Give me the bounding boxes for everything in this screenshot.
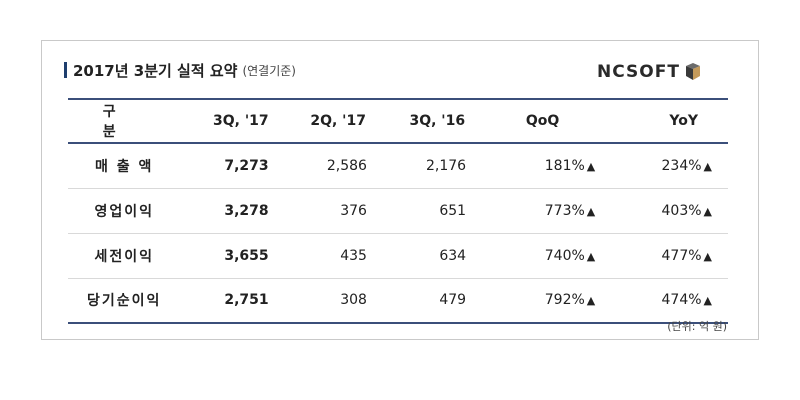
row-label: 영업이익 [94,203,154,220]
qoq-value: 773% [544,202,585,219]
up-arrow-icon: ▲ [703,159,712,173]
up-arrow-icon: ▲ [586,294,596,308]
cell-qoq: 740% ▲ [466,233,596,278]
results-table: 구 분 3Q, '17 2Q, '17 3Q, '16 QoQ YoY 매 출 … [68,98,728,324]
unit-note: (단위: 억 원) [667,320,727,333]
cell-2q17: 308 [340,292,367,309]
yoy-value: 234% [661,157,702,174]
up-arrow-icon: ▲ [586,159,596,173]
cell-qoq: 181% ▲ [466,143,596,188]
cell-3q16: 2,176 [425,157,467,174]
up-arrow-icon: ▲ [703,294,712,308]
qoq-value: 792% [544,292,585,309]
up-arrow-icon: ▲ [703,249,712,263]
cell-qoq: 792% ▲ [466,278,596,323]
row-label: 당기순이익 [87,293,162,310]
col-header-yoy: YoY [595,98,728,144]
cell-yoy: 234% ▲ [595,143,728,188]
logo-text: NCSOFT [597,62,680,82]
ncsoft-logo: NCSOFT [597,62,702,82]
cell-3q17: 3,278 [224,202,269,219]
page-title: 2017년 3분기 실적 요약 [73,61,238,80]
table-row-net-income: 당기순이익 2,751 308 479 792% ▲ 474% ▲ [68,278,728,323]
qoq-value: 740% [544,247,585,264]
summary-card [41,40,759,340]
page-subtitle: (연결기준) [242,63,296,78]
table-row-revenue: 매 출 액 7,273 2,586 2,176 181% ▲ 234% ▲ [68,143,728,188]
col-header-2q17: 2Q, '17 [268,98,367,144]
cell-qoq: 773% ▲ [466,188,596,233]
logo-cube-icon [685,63,700,80]
cell-2q17: 2,586 [326,157,367,174]
title-accent-bar [64,62,67,78]
cell-3q16: 634 [439,247,467,264]
col-header-3q17: 3Q, '17 [180,98,269,144]
title-bar: 2017년 3분기 실적 요약 (연결기준) [64,60,296,80]
yoy-value: 403% [661,202,702,219]
yoy-value: 474% [661,292,702,309]
qoq-value: 181% [544,157,585,174]
cell-3q17: 2,751 [224,292,269,309]
cell-3q17: 7,273 [224,157,269,174]
cell-2q17: 376 [340,202,367,219]
yoy-value: 477% [661,247,702,264]
table-header-row: 구 분 3Q, '17 2Q, '17 3Q, '16 QoQ YoY [68,98,728,144]
cell-yoy: 403% ▲ [595,188,728,233]
table-row-operating-profit: 영업이익 3,278 376 651 773% ▲ 403% ▲ [68,188,728,233]
cell-3q17: 3,655 [224,247,269,264]
up-arrow-icon: ▲ [586,204,596,218]
cell-yoy: 477% ▲ [595,233,728,278]
cell-2q17: 435 [340,247,367,264]
col-header-3q16: 3Q, '16 [366,98,467,144]
row-label: 세전이익 [94,248,154,265]
cell-yoy: 474% ▲ [595,278,728,323]
up-arrow-icon: ▲ [703,204,712,218]
table-row-pretax-income: 세전이익 3,655 435 634 740% ▲ 477% ▲ [68,233,728,278]
col-header-qoq: QoQ [466,98,596,144]
cell-3q16: 651 [439,202,467,219]
col-header-category: 구 분 [68,98,181,144]
row-label: 매 출 액 [95,158,154,175]
cell-3q16: 479 [439,292,467,309]
up-arrow-icon: ▲ [586,249,596,263]
